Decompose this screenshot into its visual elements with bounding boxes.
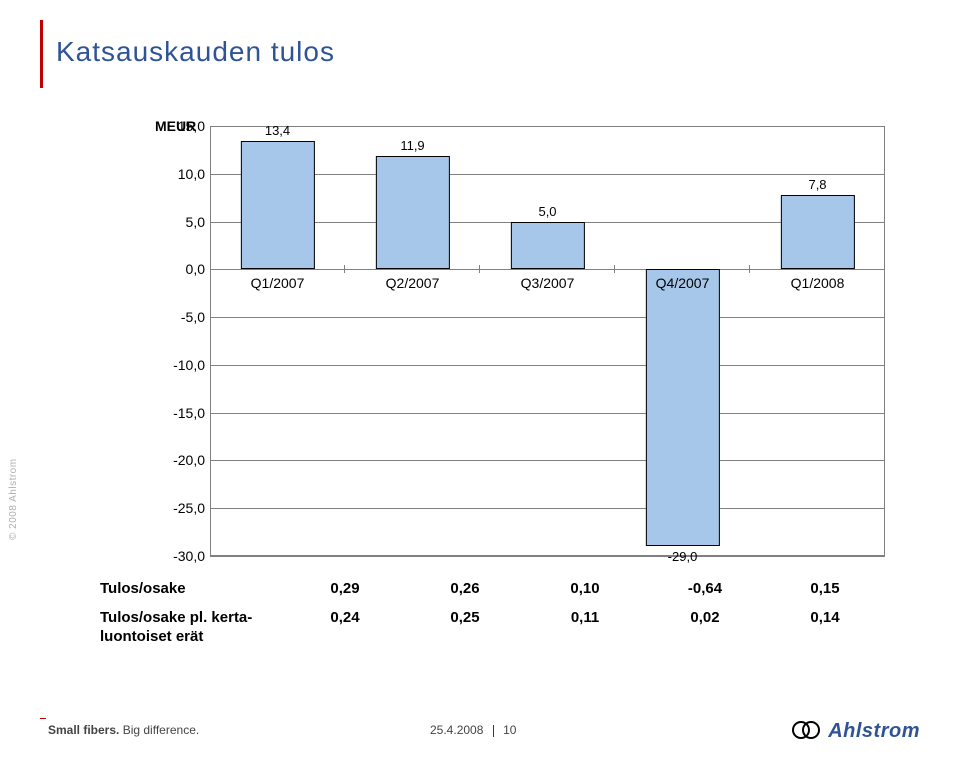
footer-tagline: Small fibers. Big difference. [48, 723, 199, 737]
chart-category: 5,0 Q3/2007 [480, 126, 615, 556]
footer-page: 10 [503, 723, 516, 737]
data-table: Tulos/osake0,290,260,10-0,640,15Tulos/os… [100, 580, 900, 656]
table-row: Tulos/osake pl. kerta-luontoiset erät0,2… [100, 609, 900, 647]
footer-rule [40, 718, 46, 719]
y-tick-label: -10,0 [125, 357, 205, 373]
category-label: Q3/2007 [521, 275, 575, 291]
y-tick-label: 0,0 [125, 261, 205, 277]
bar [375, 156, 449, 270]
table-cell: 0,10 [525, 580, 645, 597]
category-label: Q4/2007 [656, 275, 710, 291]
bar [645, 269, 719, 546]
y-tick-label: -20,0 [125, 452, 205, 468]
category-label: Q1/2008 [791, 275, 845, 291]
bar [780, 195, 854, 270]
y-tick-label: -30,0 [125, 548, 205, 564]
table-cell: 0,02 [645, 609, 765, 626]
bar-chart: MEUR 15,010,05,00,0-5,0-10,0-15,0-20,0-2… [125, 126, 885, 556]
y-tick-label: -25,0 [125, 500, 205, 516]
bar-value-label: 5,0 [538, 204, 556, 219]
table-cell: -0,64 [645, 580, 765, 597]
footer-date: 25.4.2008 [430, 723, 483, 737]
table-row: Tulos/osake0,290,260,10-0,640,15 [100, 580, 900, 599]
logo-text: Ahlstrom [828, 720, 920, 743]
chart-plot: 13,4 Q1/2007 11,9 Q2/2007 5,0 Q3/2007 -29,0Q4/… [210, 126, 885, 556]
gridline [210, 556, 885, 557]
table-cell: 0,26 [405, 580, 525, 597]
y-tick-label: -15,0 [125, 405, 205, 421]
table-cell: 0,11 [525, 609, 645, 626]
y-tick-label: 10,0 [125, 166, 205, 182]
title-accent-bar [40, 20, 43, 88]
bar [510, 222, 584, 270]
tagline-rest: Big difference. [119, 723, 199, 737]
chart-category: -29,0Q4/2007 [615, 126, 750, 556]
bar-value-label: 11,9 [400, 138, 424, 153]
chart-category: 13,4 Q1/2007 [210, 126, 345, 556]
table-cell: 0,24 [285, 609, 405, 626]
category-label: Q1/2007 [251, 275, 305, 291]
axis-tick [884, 265, 885, 273]
table-row-label: Tulos/osake pl. kerta-luontoiset erät [100, 609, 285, 647]
y-tick-label: 5,0 [125, 214, 205, 230]
slide-title: Katsauskauden tulos [56, 36, 335, 68]
ahlstrom-logo: Ahlstrom [792, 719, 920, 743]
slide: Katsauskauden tulos MEUR 15,010,05,00,0-… [0, 0, 960, 757]
table-cell: 0,29 [285, 580, 405, 597]
chart-category: 11,9 Q2/2007 [345, 126, 480, 556]
table-cell: 0,14 [765, 609, 885, 626]
tagline-bold: Small fibers. [48, 723, 119, 737]
bar-value-label: 7,8 [808, 177, 826, 192]
chart-category: 7,8 Q1/2008 [750, 126, 885, 556]
logo-rings-icon [792, 719, 822, 743]
table-row-label: Tulos/osake [100, 580, 285, 599]
y-tick-label: 15,0 [125, 118, 205, 134]
category-label: Q2/2007 [386, 275, 440, 291]
bar-value-label: 13,4 [265, 123, 290, 138]
footer-meta: 25.4.2008 10 [430, 723, 516, 737]
table-cell: 0,15 [765, 580, 885, 597]
footer-separator [493, 725, 494, 737]
table-cell: 0,25 [405, 609, 525, 626]
bar-value-label: -29,0 [668, 549, 698, 564]
copyright-text: © 2008 Ahlstrom [8, 458, 19, 540]
y-tick-label: -5,0 [125, 309, 205, 325]
bar [240, 141, 314, 269]
